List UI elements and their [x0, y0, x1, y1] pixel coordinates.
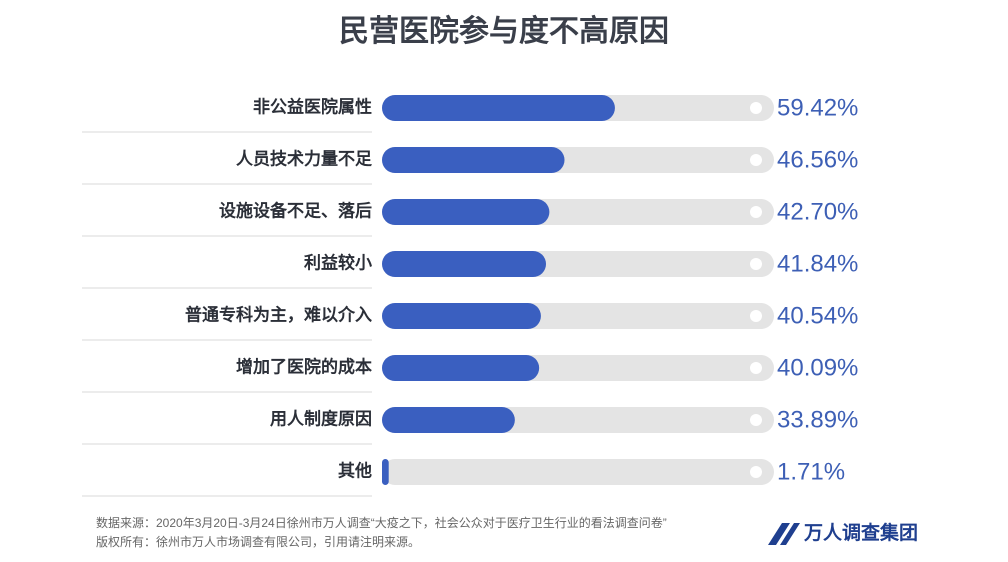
- bar: [382, 355, 540, 381]
- category-label: 普通专科为主，难以介入: [185, 304, 372, 324]
- category-label: 用人制度原因: [270, 408, 372, 428]
- bar: [382, 407, 515, 433]
- track-end-dot: [750, 258, 762, 270]
- value-label: 1.71%: [777, 458, 845, 485]
- track-end-dot: [750, 362, 762, 374]
- bar: [382, 251, 547, 277]
- bar: [382, 95, 615, 121]
- logo-text: 万人调查集团: [803, 521, 918, 544]
- value-label: 42.70%: [777, 198, 858, 225]
- bar: [382, 303, 541, 329]
- value-label: 46.56%: [777, 146, 858, 173]
- logo-icon: [768, 523, 800, 545]
- value-label: 41.84%: [777, 250, 858, 277]
- copyright-note: 版权所有：徐州市万人市场调查有限公司，引用请注明来源。: [96, 534, 420, 549]
- track-end-dot: [750, 414, 762, 426]
- track-end-dot: [750, 466, 762, 478]
- bar-track: [382, 459, 774, 485]
- track-end-dot: [750, 310, 762, 322]
- track-end-dot: [750, 154, 762, 166]
- chart-title: 民营医院参与度不高原因: [339, 14, 669, 48]
- category-label: 非公益医院属性: [253, 96, 372, 116]
- category-label: 增加了医院的成本: [236, 356, 372, 376]
- category-label: 设施设备不足、落后: [219, 200, 372, 220]
- value-label: 40.09%: [777, 354, 858, 381]
- logo: 万人调查集团: [768, 521, 918, 545]
- bar: [382, 199, 550, 225]
- category-label: 人员技术力量不足: [236, 148, 372, 168]
- bar: [382, 459, 389, 485]
- value-label: 40.54%: [777, 302, 858, 329]
- track-end-dot: [750, 206, 762, 218]
- category-label: 其他: [338, 460, 372, 480]
- track-end-dot: [750, 102, 762, 114]
- value-label: 33.89%: [777, 406, 858, 433]
- category-label: 利益较小: [304, 252, 372, 272]
- value-label: 59.42%: [777, 94, 858, 121]
- source-note: 数据来源：2020年3月20日-3月24日徐州市万人调查“大疫之下，社会公众对于…: [96, 515, 667, 530]
- bar: [382, 147, 565, 173]
